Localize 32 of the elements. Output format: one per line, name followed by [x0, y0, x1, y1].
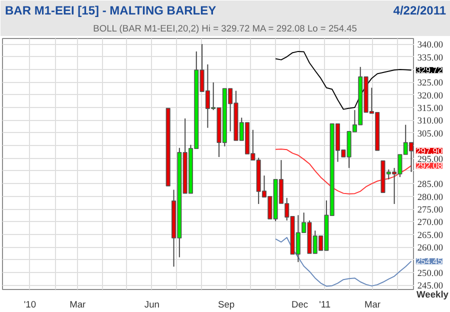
text: Weekly [416, 290, 450, 300]
x-tick-label: Dec [291, 300, 308, 310]
y-tick-label: 250.00 [417, 268, 444, 279]
y-tick-label: 340.00 [417, 40, 444, 51]
y-tick-label: 325.00 [417, 78, 444, 89]
y-tick-label: 305.00 [417, 129, 444, 140]
x-tick-label: '10 [24, 300, 36, 310]
line-series [275, 50, 412, 110]
y-tick-label: 280.00 [417, 192, 444, 203]
y-tick-label: 260.00 [417, 244, 444, 254]
text: 297.90 [416, 146, 443, 156]
x-tick-label: Jun [144, 300, 160, 310]
line-series [275, 236, 412, 287]
y-tick-label: 245.00 [417, 282, 444, 292]
x-tick-label: '11 [319, 300, 331, 310]
y-tick-label: 320.00 [417, 91, 444, 102]
x-tick-label: Mar [364, 300, 381, 310]
text: 4/22/2011 [393, 4, 446, 18]
text: 329.72 [416, 65, 443, 76]
x-tick-label: Sep [218, 300, 235, 310]
y-tick-label: 335.00 [417, 53, 444, 64]
y-tick-label: 310.00 [417, 116, 444, 127]
line-series [275, 148, 412, 194]
y-tick-label: 270.00 [417, 218, 444, 228]
y-tick-label: 285.00 [417, 180, 444, 190]
y-tick-label: 265.00 [417, 230, 444, 241]
x-tick-label: Mar [70, 300, 86, 310]
text: 254.45 [416, 256, 443, 266]
chart-subtitle: BOLL (BAR M1-EEI,20,2) Hi = 329.72 MA = 292.08 Lo = 254.45 [93, 24, 358, 34]
y-tick-label: 275.00 [417, 206, 444, 216]
chart-title: BAR M1-EEI [15] - MALTING BARLEY [5, 4, 216, 18]
y-tick-label: 315.00 [417, 104, 444, 114]
